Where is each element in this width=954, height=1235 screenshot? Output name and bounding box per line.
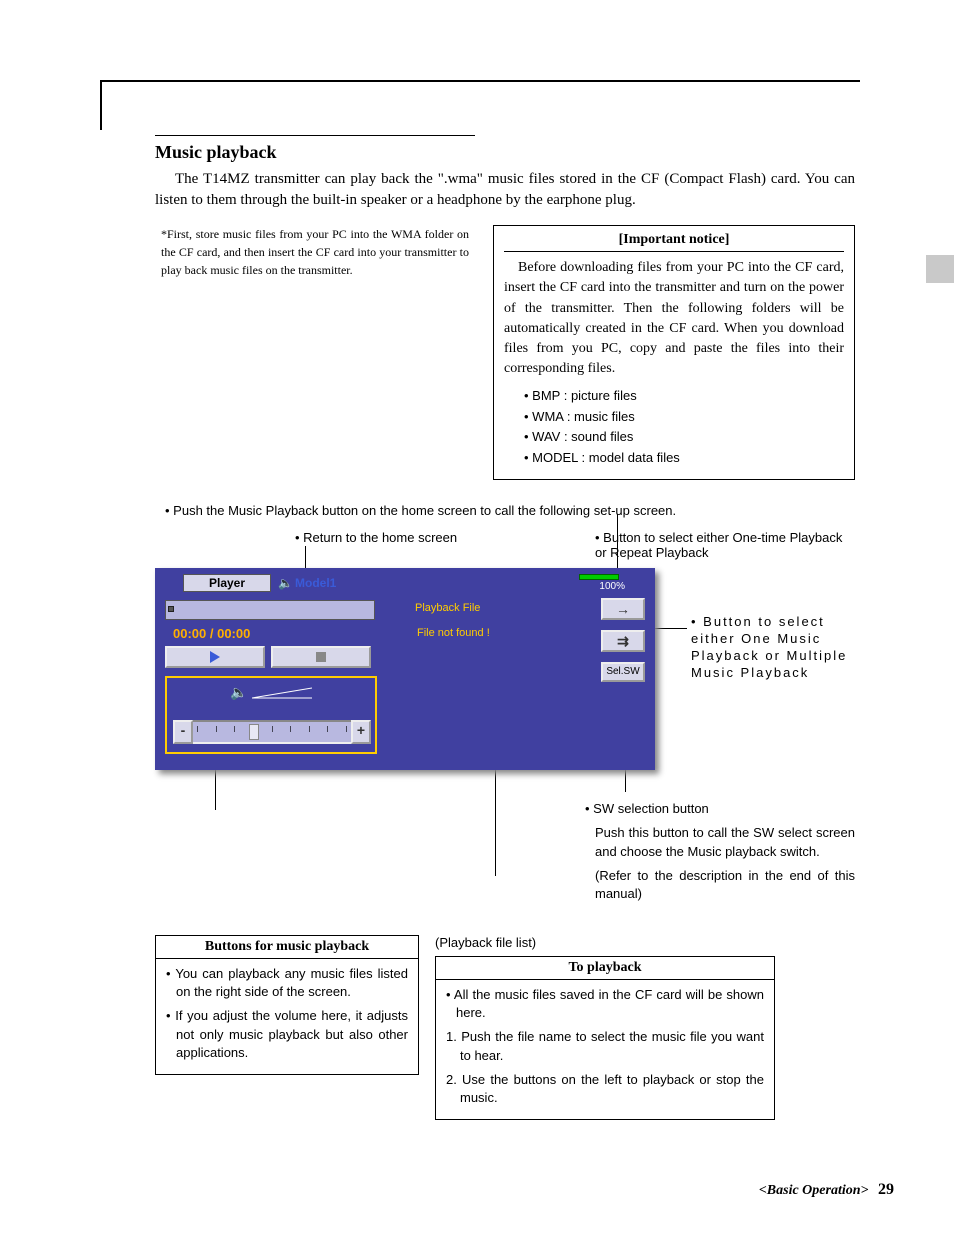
stop-button[interactable] [271,646,371,668]
stop-icon [316,652,326,662]
volume-slider[interactable] [193,720,351,744]
playback-file-label: Playback File [415,602,480,614]
buttons-info-box: Buttons for music playback You can playb… [155,935,419,1075]
callout-multi-button: Button to select either One Music Playba… [691,614,851,682]
page-footer: <Basic Operation> 29 [759,1181,894,1199]
volume-thumb[interactable] [249,724,259,740]
notice-item: WAV : sound files [524,427,844,448]
sw-selection-title: SW selection button [585,800,855,818]
repeat-mode-button[interactable]: → [601,598,645,620]
notice-list: BMP : picture files WMA : music files WA… [504,386,844,469]
page-corner-rule [100,80,102,130]
battery-indicator: 100% [579,574,625,592]
to-playback-item: All the music files saved in the CF card… [446,986,764,1022]
title-rule [155,135,475,136]
volume-up-button[interactable]: + [351,720,371,744]
footer-page-number: 29 [878,1181,894,1198]
notice-body: Before downloading files from your PC in… [504,258,844,380]
page-top-rule [100,80,860,82]
footnote: *First, store music files from your PC i… [155,225,475,279]
battery-percent: 100% [579,581,625,592]
intro-paragraph: The T14MZ transmitter can play back the … [155,169,855,211]
callout-repeat-button: Button to select either One-time Playbac… [585,530,855,560]
important-notice-box: [Important notice] Before downloading fi… [493,225,855,480]
multi-mode-button[interactable]: ⇉ [601,630,645,652]
buttons-box-title: Buttons for music playback [156,936,418,959]
player-title-button[interactable]: Player [183,574,271,592]
notice-item: WMA : music files [524,407,844,428]
to-playback-title: To playback [436,957,774,980]
to-playback-step: 1. Push the file name to select the musi… [446,1028,764,1064]
sw-selection-ref: (Refer to the description in the end of … [585,867,855,903]
volume-box: 🔈 - + [165,676,377,754]
instruction-push-button: Push the Music Playback button on the ho… [155,502,855,520]
speaker-icon: 🔈 [278,576,293,590]
buttons-box-item: If you adjust the volume here, it adjust… [166,1007,408,1062]
play-icon [210,651,220,663]
notice-title: [Important notice] [504,232,844,252]
sw-selection-body: Push this button to call the SW select s… [585,824,855,860]
track-progress-panel[interactable] [165,600,375,620]
volume-icon: 🔈 [167,684,375,701]
buttons-box-item: You can playback any music files listed … [166,965,408,1001]
notice-item: MODEL : model data files [524,448,844,469]
callout-return-home: Return to the home screen [155,530,585,560]
model-label: Model1 [295,576,336,590]
to-playback-step: 2. Use the buttons on the left to playba… [446,1071,764,1107]
file-not-found-label: File not found ! [417,627,490,639]
footer-section: <Basic Operation> [759,1183,869,1198]
time-display: 00:00 / 00:00 [173,626,250,641]
play-button[interactable] [165,646,265,668]
player-panel: Player 🔈 Model1 100% 00:00 / 00:00 🔈 [155,568,655,770]
notice-item: BMP : picture files [524,386,844,407]
to-playback-box: To playback All the music files saved in… [435,956,775,1120]
page-tab-mark [926,255,954,283]
playback-file-list-label: (Playback file list) [435,935,855,950]
leader-line [495,768,496,876]
sel-sw-button[interactable]: Sel.SW [601,662,645,682]
section-title: Music playback [155,142,855,163]
leader-line [215,768,216,810]
leader-line [653,628,687,629]
volume-down-button[interactable]: - [173,720,193,744]
